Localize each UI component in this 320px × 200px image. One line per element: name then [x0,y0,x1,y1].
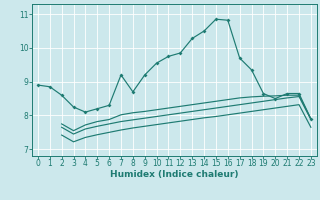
X-axis label: Humidex (Indice chaleur): Humidex (Indice chaleur) [110,170,239,179]
